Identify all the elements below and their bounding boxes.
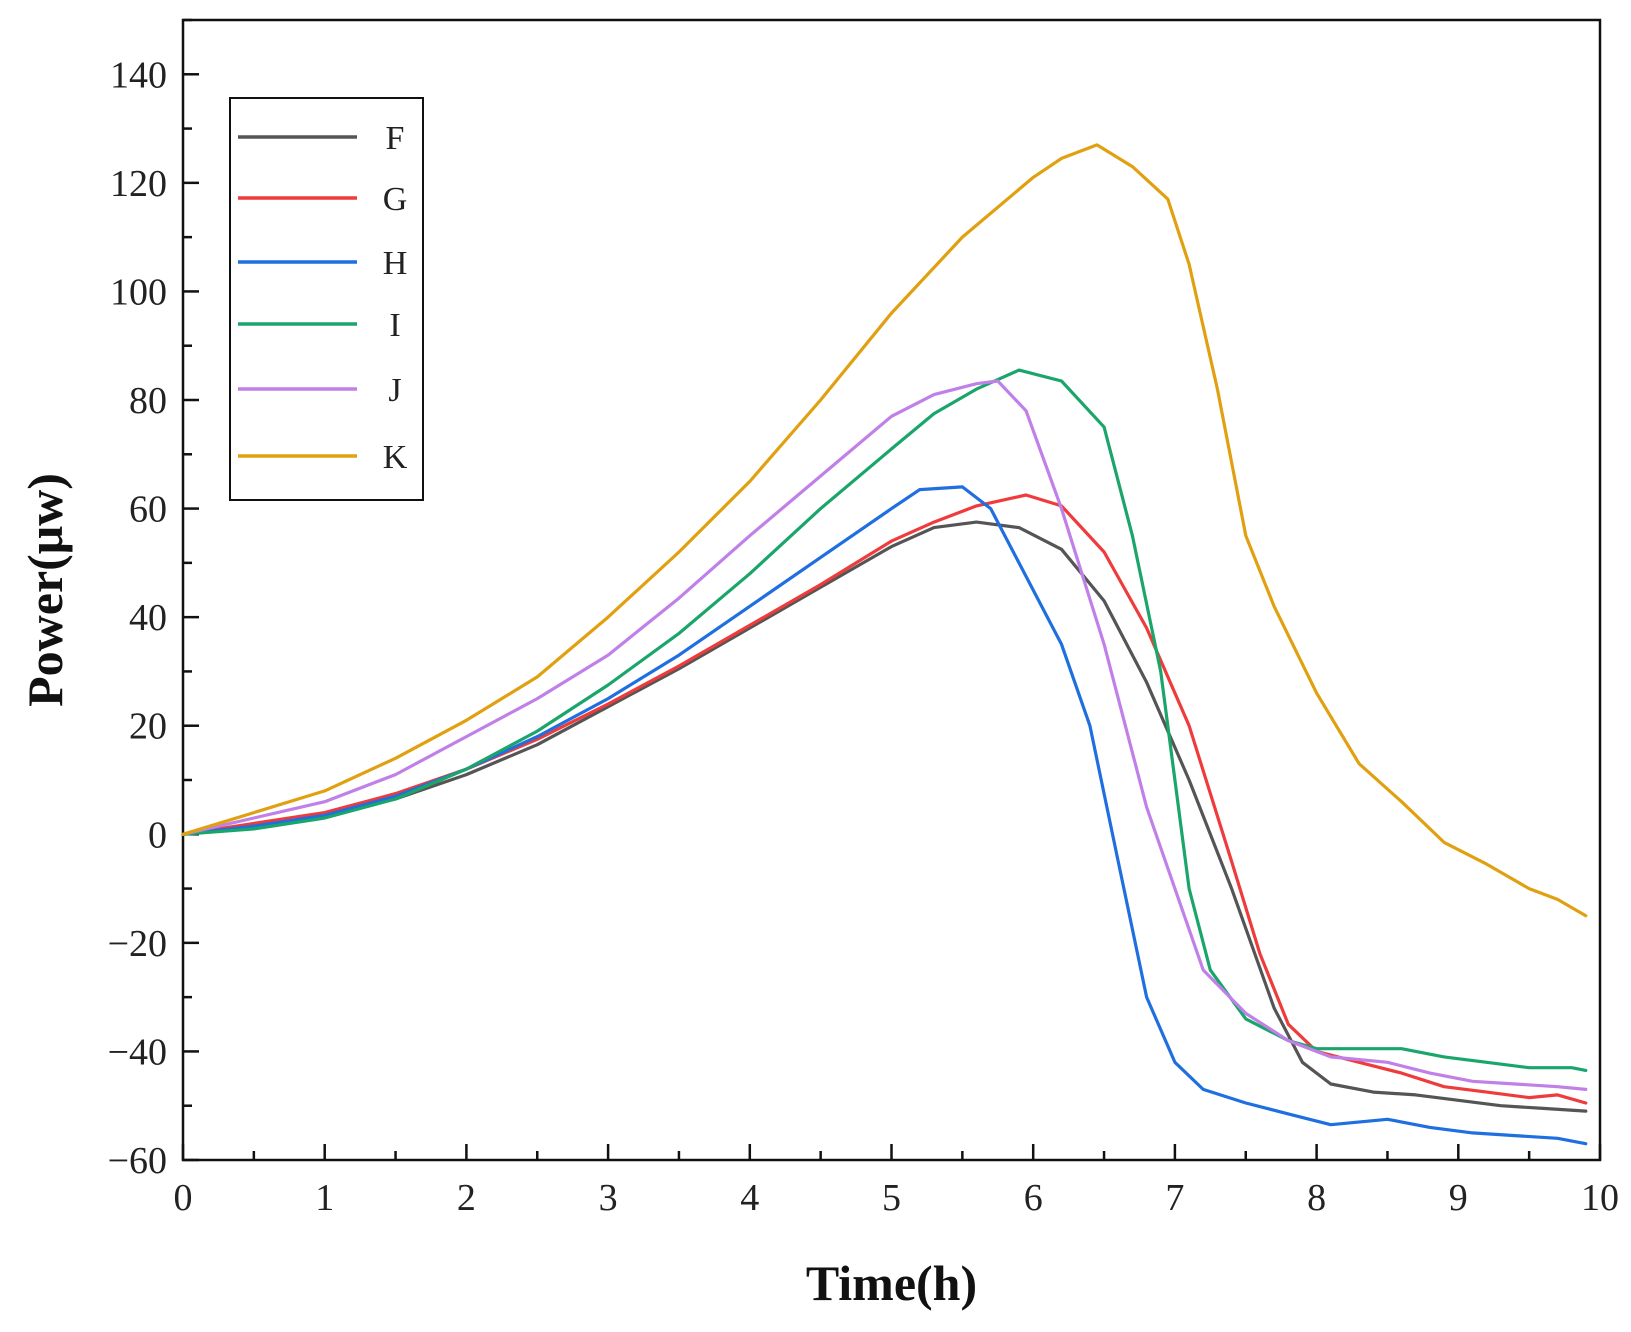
x-tick-label: 4 (740, 1177, 759, 1219)
legend-label-I: I (389, 307, 400, 344)
x-tick-label: 2 (457, 1177, 476, 1219)
x-tick-label: 5 (882, 1177, 901, 1219)
legend-box (229, 97, 424, 501)
legend-label-K: K (383, 439, 408, 476)
series-line-F (181, 520, 1588, 1113)
series-line-H (181, 485, 1588, 1146)
y-tick-label: 140 (110, 54, 167, 96)
series-layer (181, 143, 1588, 1146)
y-tick-label: 40 (129, 597, 167, 639)
y-axis-title: Power(μw) (17, 473, 73, 707)
y-tick-label: −60 (108, 1140, 167, 1182)
legend-label-G: G (383, 181, 408, 218)
x-tick-label: 1 (315, 1177, 334, 1219)
series-line-K (181, 143, 1588, 918)
legend-label-F: F (386, 120, 405, 157)
legend-label-H: H (383, 245, 408, 282)
x-tick-label: 6 (1024, 1177, 1043, 1219)
x-axis-title: Time(h) (806, 1255, 977, 1311)
y-tick-label: 20 (129, 706, 167, 748)
axes: 0 1 2 3 4 5 6 7 8 9 10 −60 −40 −20 0 20 40 60 80 100 120 140 (108, 18, 1619, 1219)
x-tick-label: 0 (174, 1177, 193, 1219)
y-tick-label: 0 (148, 814, 167, 856)
x-tick-label: 7 (1165, 1177, 1184, 1219)
x-tick-label: 3 (599, 1177, 618, 1219)
y-tick-label: 60 (129, 489, 167, 531)
legend-label-J: J (388, 372, 401, 409)
x-tick-label: 9 (1449, 1177, 1468, 1219)
x-tick-label: 10 (1581, 1177, 1619, 1219)
y-tick-label: −40 (108, 1031, 167, 1073)
y-tick-label: −20 (108, 923, 167, 965)
series-line-I (181, 368, 1588, 1073)
y-tick-label: 120 (110, 163, 167, 205)
y-tick-label: 80 (129, 380, 167, 422)
x-tick-label: 8 (1307, 1177, 1326, 1219)
y-tick-label: 100 (110, 271, 167, 313)
series-line-J (181, 379, 1588, 1092)
